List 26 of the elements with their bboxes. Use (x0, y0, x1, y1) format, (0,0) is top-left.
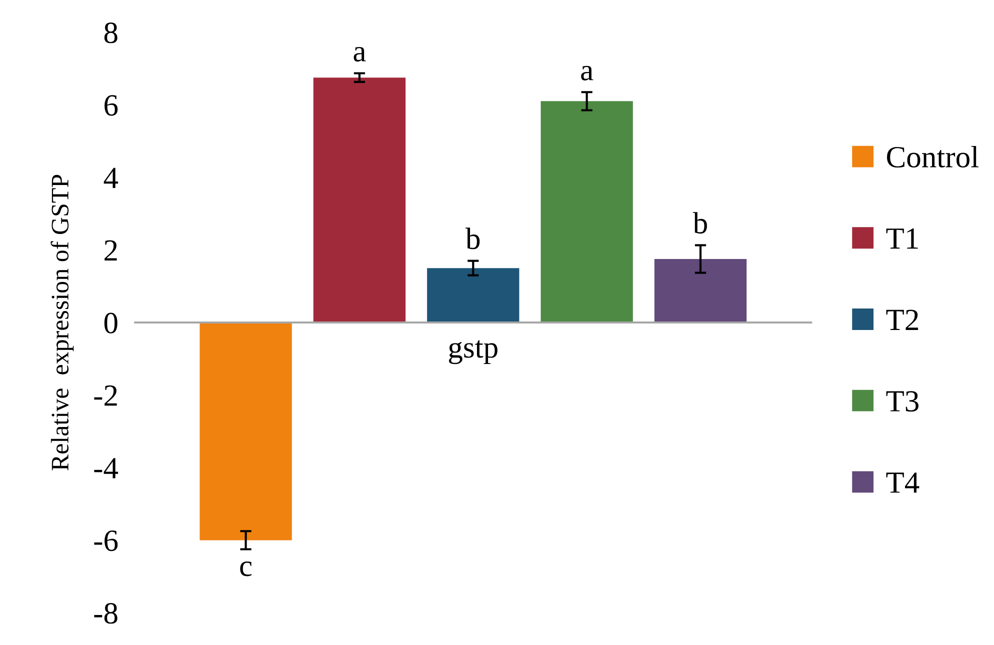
y-axis-title: Relative expression of GSTP (50, 174, 74, 470)
bar (200, 322, 292, 540)
data-label: c (240, 562, 252, 576)
bar (427, 268, 520, 322)
bar (540, 101, 633, 322)
data-label: b (692, 212, 707, 234)
y-tick-label: 4 (104, 168, 118, 188)
legend-label: T3 (886, 391, 918, 412)
y-tick-label: 0 (104, 312, 118, 334)
y-tick-label: -6 (94, 530, 118, 552)
bar (654, 259, 747, 322)
legend-label: T4 (886, 472, 920, 493)
y-tick-label: 6 (104, 95, 118, 116)
y-tick-label: 8 (104, 22, 118, 44)
legend-label: Control (886, 146, 978, 168)
legend-label: T2 (886, 310, 918, 330)
data-label: a (354, 46, 366, 62)
y-tick-label: 2 (104, 240, 117, 261)
bar (313, 78, 406, 322)
y-tick-label: -8 (94, 603, 118, 624)
data-label: a (581, 66, 594, 80)
data-label: b (466, 228, 480, 250)
x-tick-label: gstp (448, 340, 498, 364)
legend-label: T1 (886, 228, 918, 249)
y-tick-label: -2 (94, 385, 117, 406)
y-tick-label: -4 (94, 458, 118, 478)
